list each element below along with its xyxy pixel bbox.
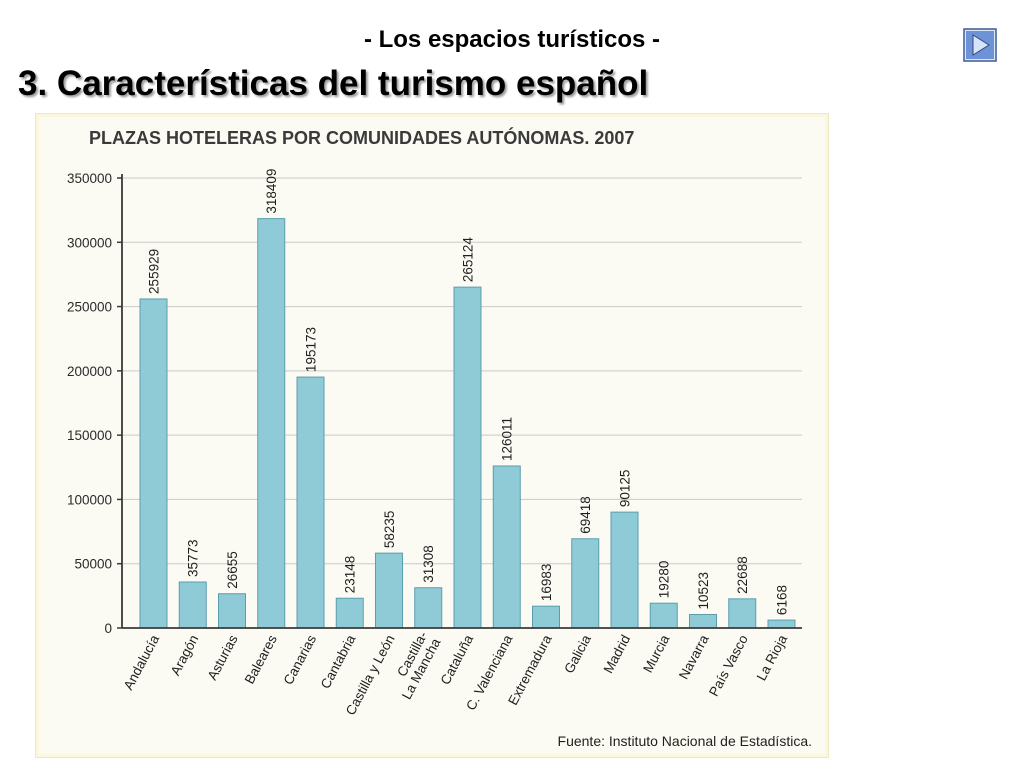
bar: [375, 552, 403, 629]
data-label: 69418: [578, 496, 593, 534]
bar: [767, 619, 796, 629]
bar: [532, 605, 560, 629]
bar: [218, 593, 246, 629]
chart-panel: PLAZAS HOTELERAS POR COMUNIDADES AUTÓNOM…: [35, 113, 829, 758]
y-tick-label: 100000: [67, 492, 112, 507]
category-label: Andalucía: [121, 632, 163, 692]
bar: [492, 465, 521, 629]
bar: [728, 598, 757, 629]
bar: [257, 218, 286, 629]
bar: [571, 538, 600, 629]
data-label: 255929: [147, 249, 162, 294]
next-slide-button[interactable]: [963, 28, 997, 62]
bar: [296, 376, 325, 629]
chart-source: Fuente: Instituto Nacional de Estadístic…: [558, 733, 812, 749]
chart-title: PLAZAS HOTELERAS POR COMUNIDADES AUTÓNOM…: [89, 127, 634, 148]
slide-subtitle: - Los espacios turísticos -: [363, 26, 661, 53]
category-label: Galicia: [561, 632, 594, 676]
data-label: 58235: [382, 511, 397, 549]
bar: [335, 597, 364, 629]
play-forward-icon: [972, 34, 990, 56]
bar: [139, 298, 168, 629]
category-label: País Vasco: [706, 632, 751, 698]
data-label: 126011: [500, 417, 515, 461]
category-label: Cataluña: [438, 632, 477, 687]
y-tick-label: 0: [104, 621, 112, 636]
data-label: 318409: [264, 169, 279, 214]
bar: [414, 587, 443, 629]
y-tick-label: 150000: [67, 428, 112, 443]
y-tick-label: 250000: [67, 300, 112, 315]
bar: [453, 286, 482, 629]
data-label: 6168: [775, 585, 790, 615]
category-label: Navarra: [676, 632, 712, 682]
bar-chart: PLAZAS HOTELERAS POR COMUNIDADES AUTÓNOM…: [67, 127, 812, 749]
data-label: 195173: [304, 327, 319, 372]
bar: [178, 581, 207, 629]
category-label: Aragón: [168, 632, 202, 677]
bar: [689, 613, 717, 629]
category-label: La Rioja: [754, 632, 791, 683]
y-tick-label: 200000: [67, 364, 112, 379]
category-label: Cantabria: [318, 632, 359, 691]
data-label: 90125: [618, 470, 633, 508]
data-label: 16983: [539, 564, 554, 602]
slide-title: 3. Características del turismo español: [18, 64, 649, 103]
category-label: Asturias: [205, 632, 241, 682]
data-label: 31308: [421, 545, 436, 583]
y-tick-label: 350000: [67, 171, 112, 186]
data-label: 10523: [696, 572, 711, 610]
category-label: Baleares: [242, 632, 280, 686]
category-label: Murcia: [640, 632, 672, 675]
y-tick-label: 300000: [67, 235, 112, 250]
data-label: 22688: [735, 556, 750, 594]
category-label: Madrid: [601, 632, 634, 675]
y-tick-label: 50000: [74, 557, 112, 572]
category-label: Canarias: [281, 632, 320, 687]
data-label: 19280: [657, 561, 672, 599]
data-label: 23148: [343, 556, 358, 594]
data-label: 35773: [186, 539, 201, 577]
bar: [649, 602, 678, 629]
data-label: 265124: [461, 237, 476, 283]
bar: [610, 511, 639, 629]
data-label: 26655: [225, 551, 240, 589]
